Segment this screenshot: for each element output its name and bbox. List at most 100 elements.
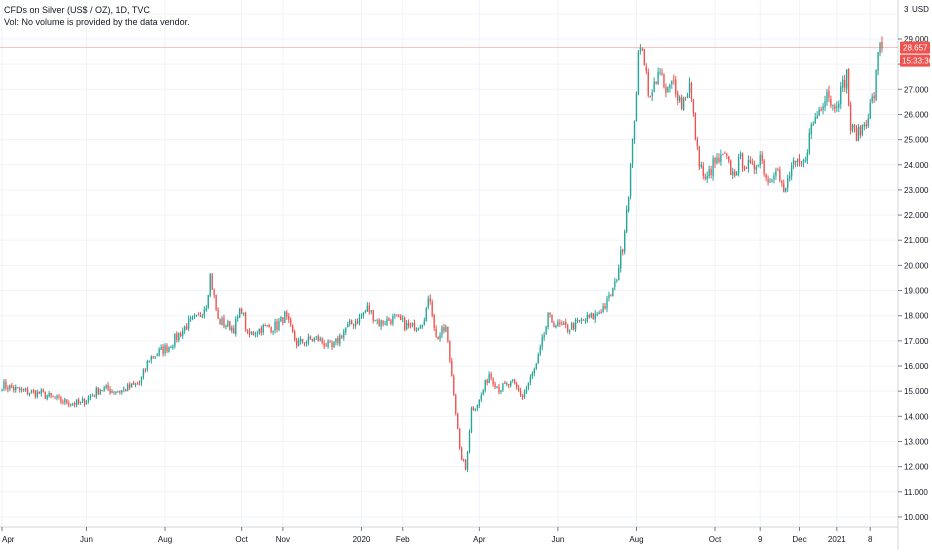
candle-body <box>763 160 765 174</box>
candle-body <box>174 333 176 347</box>
candle-body <box>105 385 107 388</box>
candle-body <box>319 338 321 341</box>
candle-body <box>158 349 160 356</box>
candle-body <box>553 322 555 328</box>
candle-body <box>396 314 398 316</box>
candle-body <box>796 159 799 163</box>
candle-body <box>684 97 687 99</box>
candle-body <box>93 395 96 397</box>
candle-body <box>863 124 866 126</box>
candle-body <box>20 389 23 391</box>
candle-body <box>551 314 553 323</box>
candle-body <box>305 341 308 344</box>
candle-body <box>286 312 288 317</box>
x-tick-label: 8 <box>868 535 873 544</box>
candle-body <box>260 327 262 334</box>
candle-body <box>853 124 856 128</box>
candle-body <box>783 183 785 192</box>
y-tick-label: 21.000 <box>904 236 929 245</box>
candle-body <box>60 396 62 403</box>
candle-body <box>588 315 591 318</box>
candle-body <box>366 305 369 312</box>
candle-body <box>761 154 763 161</box>
candle-body <box>347 323 349 328</box>
candle-body <box>183 326 186 331</box>
x-axis[interactable]: Apr Jun Aug Oct Nov 2020 Feb Apr Jun Aug Oct 9 Dec 20… <box>0 526 898 544</box>
candle-body <box>42 389 44 392</box>
candle-body <box>109 389 111 393</box>
candle-body <box>374 320 376 322</box>
candle-body <box>233 328 235 334</box>
candle-body <box>348 320 351 324</box>
candle-body <box>235 318 237 335</box>
candle-body <box>623 231 626 252</box>
x-tick-label: Aug <box>158 535 172 544</box>
candle-body <box>513 379 516 384</box>
candle-body <box>476 405 479 409</box>
candle-body <box>292 325 294 332</box>
candle-body <box>443 327 445 332</box>
candle-body <box>409 325 412 327</box>
candle-body <box>195 314 198 316</box>
candle-body <box>877 52 879 71</box>
candle-body <box>568 330 571 332</box>
candle-body <box>561 323 563 325</box>
candle-body <box>166 345 168 352</box>
candle-body <box>9 385 11 390</box>
candle-body <box>747 160 750 169</box>
y-tick-label: 19.000 <box>904 287 929 296</box>
candle-body <box>531 373 534 377</box>
candle-body <box>313 337 316 341</box>
candle-body <box>647 71 649 96</box>
candle-body <box>70 404 72 406</box>
candle-body <box>152 356 154 358</box>
candle-body <box>329 341 331 343</box>
candle-body <box>370 310 372 312</box>
candle-body <box>168 346 170 353</box>
candle-body <box>421 325 424 327</box>
candle-body <box>460 448 463 460</box>
candle-body <box>777 169 779 171</box>
candle-body <box>127 384 129 391</box>
candle-body <box>733 170 736 177</box>
candle-body <box>480 395 482 400</box>
candle-body <box>256 333 259 335</box>
candle-body <box>757 165 759 167</box>
candle-body <box>622 249 624 252</box>
candle-body <box>620 250 622 269</box>
candle-body <box>101 390 103 391</box>
candle-body <box>641 48 644 50</box>
candle-body <box>525 387 528 393</box>
candle-body <box>311 339 314 341</box>
candle-body <box>865 123 867 127</box>
candle-body <box>297 340 300 347</box>
y-axis[interactable]: 29.000 27.000 26.000 25.000 24.000 23.000 22.0… <box>897 0 929 550</box>
candle-body <box>119 391 121 393</box>
candle-body <box>91 395 94 397</box>
candle-body <box>462 459 465 461</box>
chart-legend: CFDs on Silver (US$ / OZ), 1D, TVC Vol: … <box>4 4 190 28</box>
candle-body <box>468 431 471 452</box>
candle-body <box>692 100 695 114</box>
candle-body <box>590 313 592 317</box>
candle-body <box>180 333 182 337</box>
candle-body <box>706 175 708 180</box>
candle-body <box>523 391 526 398</box>
candle-body <box>107 384 109 390</box>
x-tick-label: Feb <box>396 535 410 544</box>
candle-body <box>376 320 378 322</box>
candle-body <box>185 326 188 330</box>
candle-body <box>849 104 852 132</box>
candle-body <box>337 337 339 343</box>
candle-body <box>726 153 728 156</box>
candle-body <box>24 388 27 391</box>
candle-body <box>227 321 229 327</box>
currency-label[interactable]: USD <box>912 5 929 14</box>
candle-body <box>600 311 602 313</box>
chart-title[interactable]: CFDs on Silver (US$ / OZ), 1D, TVC <box>4 5 150 15</box>
y-tick-label: 12.000 <box>904 463 929 472</box>
candle-body <box>350 320 353 325</box>
candle-body <box>423 320 426 325</box>
